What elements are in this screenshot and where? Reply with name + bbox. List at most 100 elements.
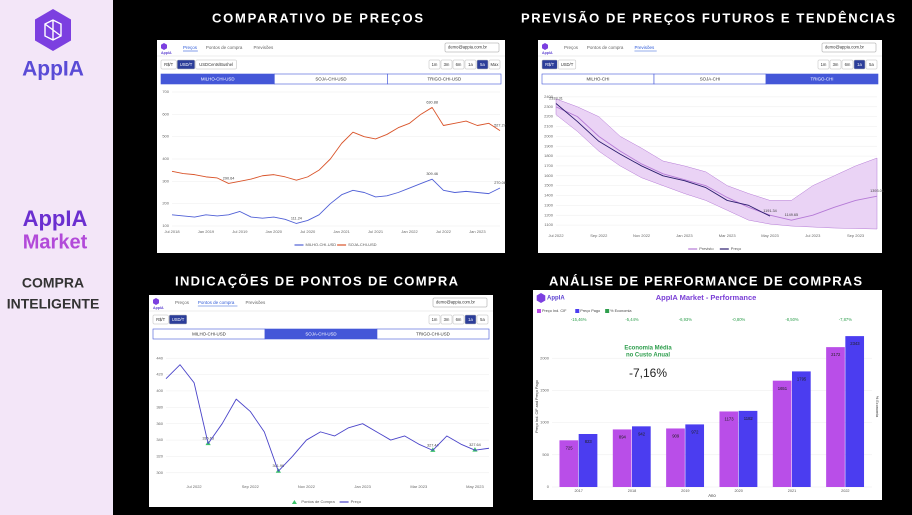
email-box[interactable] xyxy=(444,42,500,53)
buy-point xyxy=(472,447,478,452)
unit-button[interactable] xyxy=(160,59,177,70)
range-button[interactable] xyxy=(428,314,441,325)
tab-label: TRIGO-CHI-USD xyxy=(427,76,461,81)
value-label: 270.06 xyxy=(494,181,506,185)
value-label: 327.44 xyxy=(427,443,439,447)
bar xyxy=(578,433,598,487)
bar-label: 2343 xyxy=(850,341,860,346)
nav-link[interactable]: Previsões xyxy=(634,45,655,50)
y-tick-label: 1200 xyxy=(544,212,554,217)
range-button[interactable] xyxy=(440,314,453,325)
nav-link[interactable]: Preços xyxy=(175,300,190,305)
range-button[interactable] xyxy=(464,59,477,70)
range-label: 3m xyxy=(833,62,839,67)
x-tick-label: Jan 2023 xyxy=(354,484,371,489)
nav-link[interactable]: Preços xyxy=(183,45,198,50)
legend-label: Preço Ind. CIF xyxy=(542,309,567,313)
nav-link[interactable]: Pontos de compra xyxy=(206,45,243,50)
y-tick-label: 2000 xyxy=(540,355,550,360)
range-button[interactable] xyxy=(488,59,501,70)
unit-button[interactable] xyxy=(168,314,188,325)
nav-link[interactable]: Pontos de compra xyxy=(587,45,624,50)
value-label: 1393.01 xyxy=(870,189,884,193)
x-tick-label: Sep 2022 xyxy=(590,233,608,238)
tab[interactable] xyxy=(387,73,502,85)
y-tick-label: 100 xyxy=(162,223,169,228)
legend-label: Preço xyxy=(731,246,742,251)
app-logo: AppIA xyxy=(153,306,164,310)
unit-button[interactable] xyxy=(557,59,577,70)
tab-label: SOJA-CHI-USD xyxy=(315,76,346,81)
forecast-band xyxy=(555,98,878,230)
bar-label: 972 xyxy=(691,430,699,435)
value-label: 309.46 xyxy=(426,172,438,176)
email-box[interactable] xyxy=(821,42,877,53)
y-tick-label: 2300 xyxy=(544,104,554,109)
legend-swatch xyxy=(537,309,541,313)
email: demo@appia.com.br xyxy=(436,300,476,305)
x-tick-label: 2018 xyxy=(628,489,636,493)
y-tick-label: 300 xyxy=(162,178,169,183)
tab[interactable] xyxy=(765,73,879,85)
unit-button[interactable] xyxy=(176,59,196,70)
range-button[interactable] xyxy=(464,314,477,325)
y2-axis-label: % Economia xyxy=(875,396,879,418)
unit-button[interactable] xyxy=(195,59,237,70)
range-button[interactable] xyxy=(452,59,465,70)
value-label: 111.24 xyxy=(291,216,302,220)
nav-link[interactable]: Previsões xyxy=(253,45,274,50)
y-tick-label: 400 xyxy=(162,156,169,161)
nav-link[interactable]: Preços xyxy=(564,45,579,50)
y-tick-label: 400 xyxy=(156,388,163,393)
range-button[interactable] xyxy=(476,314,489,325)
bar-label: 1173 xyxy=(725,417,735,422)
y-tick-label: 1900 xyxy=(544,143,554,148)
x-tick-label: Jan 2023 xyxy=(676,233,693,238)
bar xyxy=(826,347,845,487)
nav-link[interactable]: Pontos de compra xyxy=(198,300,235,305)
x-tick-label: Jul 2022 xyxy=(187,484,203,489)
nav-link[interactable]: Previsões xyxy=(245,300,266,305)
range-button[interactable] xyxy=(452,314,465,325)
x-tick-label: May 2023 xyxy=(466,484,484,489)
range-button[interactable] xyxy=(428,59,441,70)
x-axis-label: Ano xyxy=(708,493,716,498)
y-tick-label: 1000 xyxy=(540,420,550,425)
bar xyxy=(612,429,632,487)
range-button[interactable] xyxy=(841,59,854,70)
email-box[interactable] xyxy=(432,297,488,308)
y-tick-label: 380 xyxy=(156,404,163,409)
range-button[interactable] xyxy=(829,59,842,70)
annotation-value: -7,16% xyxy=(629,366,667,380)
unit-button[interactable] xyxy=(541,59,558,70)
buy-point xyxy=(430,447,436,452)
bar xyxy=(772,380,792,487)
x-tick-label: Jul 2022 xyxy=(548,233,564,238)
range-button[interactable] xyxy=(853,59,866,70)
y-tick-label: 500 xyxy=(542,452,549,457)
legend-swatch xyxy=(605,309,610,313)
y-tick-label: 2100 xyxy=(544,124,554,129)
range-label: 1a xyxy=(468,62,473,67)
annotation: Economia Média xyxy=(624,346,672,352)
series-line xyxy=(555,103,771,217)
tab-label: SOJA-CHI xyxy=(700,76,721,81)
range-button[interactable] xyxy=(440,59,453,70)
y-tick-label: 1800 xyxy=(544,153,554,158)
bar-label: 1651 xyxy=(778,386,788,391)
mini-logo xyxy=(542,43,548,50)
range-button[interactable] xyxy=(476,59,489,70)
range-button[interactable] xyxy=(817,59,830,70)
legend-label: Preço Pago xyxy=(580,309,600,313)
unit-button[interactable] xyxy=(152,314,169,325)
tab-label: MILHO-CHI xyxy=(587,76,610,81)
value-label: 630.88 xyxy=(426,100,438,104)
tab[interactable] xyxy=(376,328,490,340)
value-label: 290.64 xyxy=(223,176,235,180)
y-tick-label: 1300 xyxy=(544,202,554,207)
range-button[interactable] xyxy=(865,59,878,70)
y-tick-label: 2200 xyxy=(544,114,554,119)
range-label: 5a xyxy=(480,317,485,322)
economy-label: -5,44% xyxy=(625,317,639,322)
panel-title: COMPARATIVO DE PREÇOS xyxy=(212,10,423,25)
